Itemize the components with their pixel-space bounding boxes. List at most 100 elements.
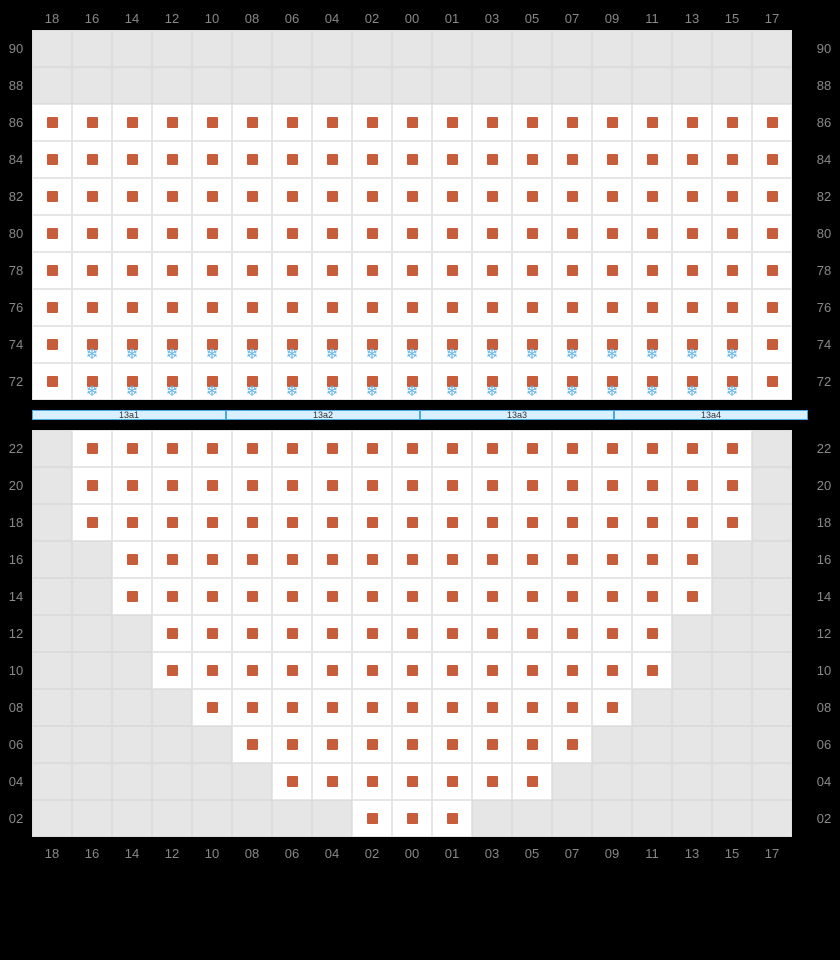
seat-cell[interactable]: [352, 430, 392, 467]
seat-cell[interactable]: [712, 104, 752, 141]
seat-cell[interactable]: [352, 289, 392, 326]
seat-cell[interactable]: [592, 615, 632, 652]
seat-cell[interactable]: [632, 541, 672, 578]
seat-cell[interactable]: [312, 215, 352, 252]
seat-cell[interactable]: [472, 430, 512, 467]
seat-cell[interactable]: [432, 652, 472, 689]
seat-cell[interactable]: ❄: [352, 363, 392, 400]
seat-cell[interactable]: ❄: [152, 326, 192, 363]
seat-cell[interactable]: [472, 763, 512, 800]
seat-cell[interactable]: [712, 215, 752, 252]
seat-cell[interactable]: ❄: [312, 326, 352, 363]
seat-cell[interactable]: [152, 652, 192, 689]
seat-cell[interactable]: [152, 504, 192, 541]
seat-cell[interactable]: [192, 615, 232, 652]
seat-cell[interactable]: [672, 504, 712, 541]
seat-cell[interactable]: [552, 467, 592, 504]
seat-cell[interactable]: [392, 615, 432, 652]
seat-cell[interactable]: [592, 467, 632, 504]
seat-cell[interactable]: ❄: [392, 326, 432, 363]
seat-cell[interactable]: [512, 615, 552, 652]
seat-cell[interactable]: [392, 689, 432, 726]
seat-cell[interactable]: [352, 541, 392, 578]
seat-cell[interactable]: [312, 467, 352, 504]
seat-cell[interactable]: [32, 252, 72, 289]
seat-cell[interactable]: [632, 615, 672, 652]
seat-cell[interactable]: [152, 467, 192, 504]
seat-cell[interactable]: [472, 178, 512, 215]
seat-cell[interactable]: [472, 504, 512, 541]
seat-cell[interactable]: [392, 800, 432, 837]
seat-cell[interactable]: [272, 726, 312, 763]
seat-cell[interactable]: [752, 141, 792, 178]
seat-cell[interactable]: [232, 252, 272, 289]
seat-cell[interactable]: ❄: [712, 326, 752, 363]
seat-cell[interactable]: [432, 689, 472, 726]
seat-cell[interactable]: [472, 689, 512, 726]
seat-cell[interactable]: [112, 289, 152, 326]
seat-cell[interactable]: [272, 504, 312, 541]
seat-cell[interactable]: [32, 215, 72, 252]
seat-cell[interactable]: [392, 578, 432, 615]
seat-cell[interactable]: [632, 215, 672, 252]
seat-cell[interactable]: [392, 763, 432, 800]
seat-cell[interactable]: [72, 467, 112, 504]
seat-cell[interactable]: [592, 578, 632, 615]
seat-cell[interactable]: [232, 215, 272, 252]
seat-cell[interactable]: [192, 467, 232, 504]
seat-cell[interactable]: [112, 578, 152, 615]
seat-cell[interactable]: [432, 504, 472, 541]
seat-cell[interactable]: [672, 578, 712, 615]
seat-cell[interactable]: [472, 578, 512, 615]
seat-cell[interactable]: [512, 726, 552, 763]
seat-cell[interactable]: [592, 252, 632, 289]
seat-cell[interactable]: [512, 763, 552, 800]
seat-cell[interactable]: [232, 430, 272, 467]
seat-cell[interactable]: [432, 726, 472, 763]
seat-cell[interactable]: [392, 726, 432, 763]
seat-cell[interactable]: [352, 615, 392, 652]
seat-cell[interactable]: [112, 430, 152, 467]
seat-cell[interactable]: [552, 541, 592, 578]
seat-cell[interactable]: [32, 104, 72, 141]
seat-cell[interactable]: [392, 652, 432, 689]
seat-cell[interactable]: [552, 104, 592, 141]
seat-cell[interactable]: [112, 215, 152, 252]
seat-cell[interactable]: ❄: [112, 326, 152, 363]
seat-cell[interactable]: [472, 467, 512, 504]
seat-cell[interactable]: [552, 141, 592, 178]
seat-cell[interactable]: ❄: [232, 363, 272, 400]
seat-cell[interactable]: [312, 689, 352, 726]
seat-cell[interactable]: [352, 504, 392, 541]
seat-cell[interactable]: [312, 652, 352, 689]
seat-cell[interactable]: [512, 689, 552, 726]
seat-cell[interactable]: ❄: [512, 326, 552, 363]
seat-cell[interactable]: [312, 578, 352, 615]
seat-cell[interactable]: [512, 215, 552, 252]
seat-cell[interactable]: [352, 141, 392, 178]
seat-cell[interactable]: [512, 652, 552, 689]
seat-cell[interactable]: [352, 652, 392, 689]
seat-cell[interactable]: [632, 252, 672, 289]
seat-cell[interactable]: [712, 504, 752, 541]
seat-cell[interactable]: [512, 104, 552, 141]
seat-cell[interactable]: [592, 215, 632, 252]
seat-cell[interactable]: ❄: [512, 363, 552, 400]
seat-cell[interactable]: [472, 289, 512, 326]
seat-cell[interactable]: [192, 578, 232, 615]
seat-cell[interactable]: [632, 430, 672, 467]
seat-cell[interactable]: [592, 430, 632, 467]
seat-cell[interactable]: [192, 689, 232, 726]
seat-cell[interactable]: [152, 141, 192, 178]
seat-cell[interactable]: [632, 289, 672, 326]
seat-cell[interactable]: ❄: [592, 363, 632, 400]
seat-cell[interactable]: [152, 615, 192, 652]
seat-cell[interactable]: [472, 652, 512, 689]
seat-cell[interactable]: [552, 504, 592, 541]
seat-cell[interactable]: [712, 289, 752, 326]
seat-cell[interactable]: [552, 689, 592, 726]
seat-cell[interactable]: ❄: [72, 326, 112, 363]
seat-cell[interactable]: [232, 178, 272, 215]
seat-cell[interactable]: ❄: [632, 363, 672, 400]
seat-cell[interactable]: [392, 504, 432, 541]
